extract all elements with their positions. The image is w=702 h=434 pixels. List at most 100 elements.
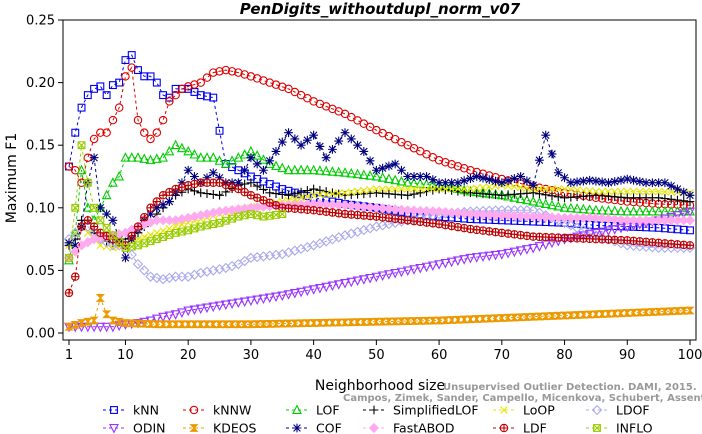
data-point — [390, 159, 400, 169]
legend-label: COF — [316, 421, 342, 434]
data-point — [183, 306, 194, 317]
data-point — [177, 320, 187, 329]
data-point — [303, 192, 312, 201]
data-point — [346, 134, 356, 144]
data-point — [522, 176, 532, 186]
data-point — [590, 212, 602, 223]
data-point — [214, 301, 225, 312]
legend-entry-simplifiedlof: SimplifiedLOF — [363, 403, 479, 418]
data-point — [165, 97, 174, 106]
data-point — [578, 310, 588, 319]
data-point — [484, 314, 494, 323]
data-point — [629, 175, 638, 185]
data-point — [559, 202, 570, 212]
data-point — [340, 278, 350, 289]
data-point — [121, 56, 130, 65]
series-inflo — [65, 141, 287, 262]
data-point — [616, 175, 626, 185]
data-point — [396, 317, 407, 326]
legend-label: INFLO — [616, 421, 653, 434]
data-point — [108, 177, 118, 187]
data-point — [152, 320, 162, 329]
data-point — [158, 200, 168, 210]
data-point — [152, 78, 161, 87]
data-point — [429, 185, 437, 193]
data-point — [153, 229, 161, 237]
series-line — [68, 296, 691, 328]
data-point — [547, 312, 557, 320]
data-point — [277, 162, 288, 173]
data-point — [585, 310, 595, 319]
data-point — [215, 178, 224, 188]
data-point — [453, 178, 463, 188]
data-point — [158, 312, 168, 323]
data-point — [359, 318, 369, 326]
data-point — [678, 209, 689, 219]
data-point — [667, 188, 675, 196]
data-point — [547, 199, 557, 210]
data-point — [528, 312, 538, 321]
data-point — [202, 173, 212, 183]
data-point — [321, 318, 331, 327]
data-point — [566, 178, 576, 188]
data-point — [252, 181, 262, 191]
data-point — [371, 272, 382, 283]
data-point — [378, 185, 387, 193]
x-axis-title: Neighborhood size — [315, 378, 445, 394]
legend-marker — [368, 422, 380, 434]
data-point — [146, 209, 155, 219]
data-point — [441, 157, 450, 167]
series-ldof — [63, 205, 696, 285]
data-point — [390, 204, 401, 215]
x-tick-label: 30 — [243, 348, 260, 363]
data-point — [635, 308, 645, 317]
data-point — [541, 130, 551, 140]
legend-marker — [109, 424, 119, 434]
data-point — [365, 170, 375, 180]
data-point — [660, 194, 670, 203]
legend-marker — [591, 404, 603, 416]
data-point — [152, 128, 162, 137]
data-point — [604, 178, 613, 188]
data-point — [541, 185, 550, 193]
data-point — [208, 265, 219, 276]
data-point — [679, 187, 689, 197]
data-point — [214, 263, 225, 275]
data-point — [70, 240, 80, 250]
data-point — [534, 312, 545, 321]
data-point — [384, 317, 394, 326]
data-point — [490, 250, 501, 261]
data-point — [559, 311, 570, 320]
data-point — [396, 204, 407, 215]
data-point — [647, 308, 657, 316]
legend-entry-inflo: INFLO — [586, 421, 653, 434]
data-point — [234, 68, 243, 77]
data-point — [396, 267, 407, 278]
data-point — [503, 248, 513, 259]
data-point — [409, 177, 419, 188]
data-point — [371, 221, 382, 232]
data-point — [416, 185, 425, 193]
data-point — [89, 222, 99, 231]
data-point — [365, 273, 375, 284]
data-point — [315, 142, 325, 151]
data-point — [553, 200, 564, 211]
data-point — [446, 257, 457, 268]
data-point — [102, 91, 111, 100]
data-point — [453, 161, 463, 171]
data-point — [265, 78, 274, 87]
data-point — [108, 316, 118, 325]
data-point — [503, 313, 513, 322]
data-point — [553, 192, 563, 202]
data-point — [258, 294, 269, 305]
data-point — [296, 319, 306, 328]
data-point — [278, 82, 287, 92]
data-point — [440, 258, 451, 269]
data-point — [672, 307, 683, 315]
data-point — [146, 72, 155, 81]
data-point — [145, 320, 156, 328]
legend-label: ODIN — [133, 421, 166, 434]
data-point — [465, 315, 476, 324]
data-point — [472, 184, 481, 193]
data-point — [684, 215, 696, 226]
